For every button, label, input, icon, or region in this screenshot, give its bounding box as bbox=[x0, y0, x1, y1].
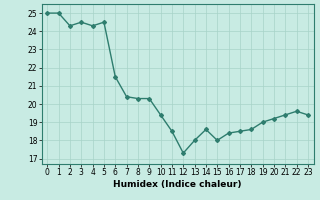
X-axis label: Humidex (Indice chaleur): Humidex (Indice chaleur) bbox=[113, 180, 242, 189]
